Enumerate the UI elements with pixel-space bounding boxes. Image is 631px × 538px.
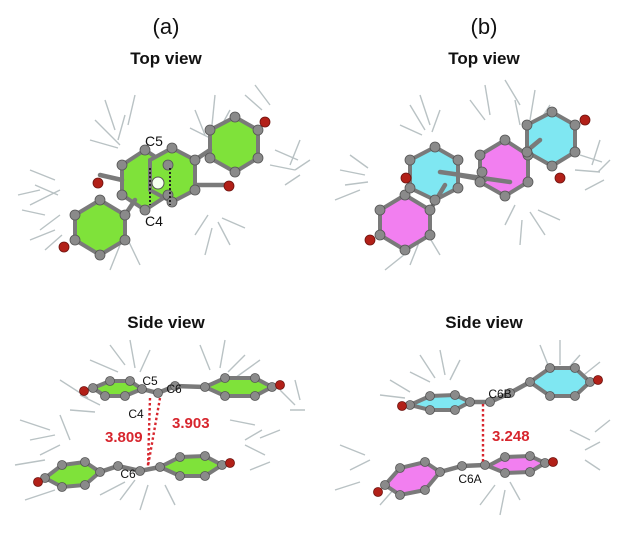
panel-a-side-view-title: Side view: [127, 313, 205, 332]
panel-b-distance-center: 3.248: [492, 428, 530, 445]
panel-b-side-atom-c6b: C6B: [488, 387, 511, 401]
panel-a-top-atom-c5: C5: [145, 133, 163, 149]
panel-a-side-atom-c4: C4: [128, 407, 144, 421]
panel-b-side-molecule: C6B C6A 3.248: [334, 340, 611, 516]
panel-a-side-atom-c6-upper: C6: [166, 382, 182, 396]
panel-b-top-molecule: [334, 79, 611, 271]
panel-b-side-view-title: Side view: [445, 313, 523, 332]
panel-a-top-atom-c4: C4: [145, 213, 163, 229]
panel-a-distance-right: 3.903: [172, 415, 210, 432]
panel-b-side-hydrogen-wireframe: [334, 340, 611, 516]
panel-a-top-molecule: C5 C4: [17, 84, 311, 271]
panel-a-distance-left: 3.809: [105, 429, 143, 446]
panel-a-label: (a): [153, 14, 180, 39]
panel-b-side-atom-c6a: C6A: [458, 472, 481, 486]
panel-a-top-view-title: Top view: [130, 49, 202, 68]
panel-a-side-atom-c6-lower: C6: [120, 467, 136, 481]
panel-b-label: (b): [471, 14, 498, 39]
panel-a-side-molecule: C5 C6 C4 C6 3.809 3.903: [14, 339, 305, 511]
panel-a-side-atom-c5: C5: [142, 374, 158, 388]
panel-b-top-view-title: Top view: [448, 49, 520, 68]
panel-a-side-hydrogen-wireframe: [14, 339, 305, 511]
